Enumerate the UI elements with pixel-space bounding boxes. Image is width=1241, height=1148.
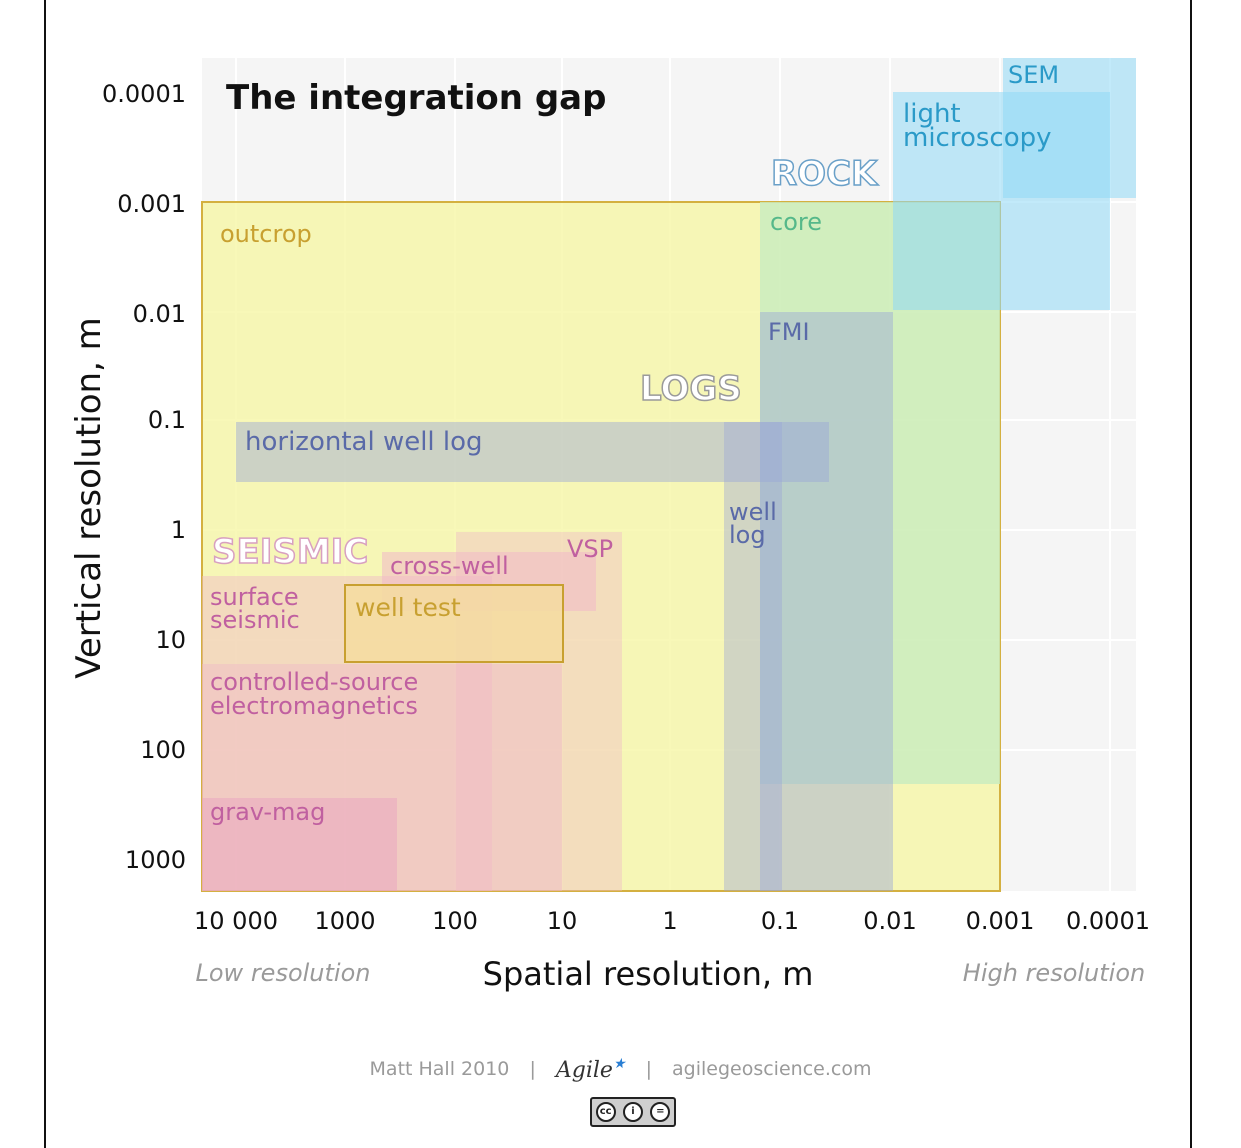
y-tick: 0.1 [148, 406, 186, 434]
x-tick: 0.001 [966, 907, 1035, 935]
region-grav-mag [202, 798, 397, 891]
label-light-microscopy: light microscopy [903, 99, 1052, 153]
region-horizontal-well-log [236, 422, 829, 482]
star-icon: ★ [612, 1056, 626, 1072]
cc-icon: cc [595, 1102, 616, 1122]
label-sem: SEM [1008, 61, 1059, 89]
y-tick: 10 [155, 626, 186, 654]
x-axis-ticks: 10 000 1000 100 10 1 0.1 0.01 0.001 0.00… [194, 907, 1150, 935]
y-tick: 100 [140, 736, 186, 764]
attribution-icon: i [622, 1102, 643, 1122]
low-resolution-note: Low resolution [196, 959, 371, 987]
x-tick: 10 000 [194, 907, 278, 935]
region-fmi [760, 312, 893, 891]
y-tick: 0.01 [133, 300, 186, 328]
y-axis-label: Vertical resolution, m [69, 317, 109, 679]
x-axis-label: Spatial resolution, m [483, 955, 814, 993]
diagram-title: The integration gap [226, 78, 606, 118]
y-tick: 0.0001 [102, 80, 186, 108]
label-outcrop: outcrop [220, 220, 312, 248]
label-well-test: well test [355, 593, 461, 622]
y-axis-ticks: 0.0001 0.001 0.01 0.1 1 10 100 1000 [102, 80, 186, 874]
integration-gap-diagram: outcrop core SEM light microscopy FMI ho… [69, 58, 1150, 993]
y-tick: 0.001 [117, 190, 186, 218]
label-vsp: VSP [567, 535, 613, 563]
footer: Matt Hall 2010 | Agile★ | agilegeoscienc… [0, 1056, 1241, 1083]
label-grav-mag: grav-mag [210, 798, 325, 826]
high-resolution-note: High resolution [963, 959, 1145, 987]
footer-website-link[interactable]: agilegeoscience.com [672, 1058, 872, 1081]
footer-separator: | [645, 1058, 652, 1081]
region-well-log [724, 422, 782, 891]
y-tick: 1000 [125, 846, 186, 874]
footer-separator: | [529, 1058, 536, 1081]
x-tick: 100 [432, 907, 478, 935]
x-tick: 0.01 [863, 907, 916, 935]
x-tick: 1 [662, 907, 677, 935]
region-controlled-source-electromagnetics [202, 664, 562, 891]
label-controlled-source-electromagnetics: controlled-source electromagnetics [210, 668, 426, 720]
category-rock: ROCK [771, 154, 879, 194]
x-tick: 0.1 [761, 907, 799, 935]
creative-commons-license-badge[interactable]: cc i = [590, 1097, 676, 1127]
y-tick: 1 [171, 516, 186, 544]
no-derivatives-icon: = [650, 1102, 671, 1122]
label-fmi: FMI [768, 318, 810, 346]
category-logs: LOGS [640, 369, 742, 409]
page-frame [44, 0, 1192, 1148]
region-well-test [344, 584, 564, 663]
category-seismic: SEISMIC [212, 532, 368, 572]
agile-logo[interactable]: Agile★ [556, 1056, 626, 1083]
x-tick: 1000 [314, 907, 375, 935]
region-sem [1003, 58, 1136, 198]
agile-logo-text: Agile [555, 1057, 613, 1083]
x-tick: 10 [547, 907, 578, 935]
label-core: core [770, 208, 822, 236]
footer-author: Matt Hall 2010 [369, 1058, 510, 1081]
label-surface-seismic: surface seismic [210, 583, 306, 634]
label-cross-well: cross-well [390, 552, 509, 580]
label-well-log: well log [729, 498, 784, 549]
x-tick: 0.0001 [1066, 907, 1150, 935]
label-horizontal-well-log: horizontal well log [245, 427, 483, 457]
